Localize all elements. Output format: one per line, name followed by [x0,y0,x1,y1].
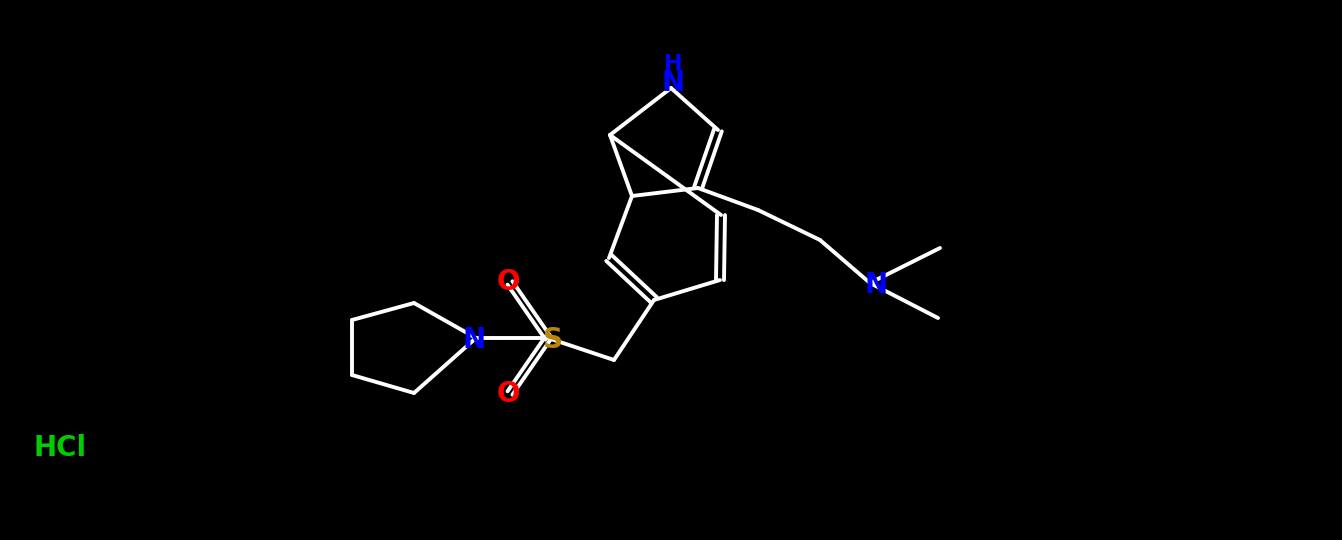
Text: N: N [864,271,887,299]
Text: HCl: HCl [34,434,87,462]
Text: N: N [662,69,684,97]
Text: O: O [497,380,519,408]
Text: H: H [664,54,682,74]
Text: O: O [497,268,519,296]
Text: S: S [544,326,564,354]
Text: N: N [463,326,486,354]
